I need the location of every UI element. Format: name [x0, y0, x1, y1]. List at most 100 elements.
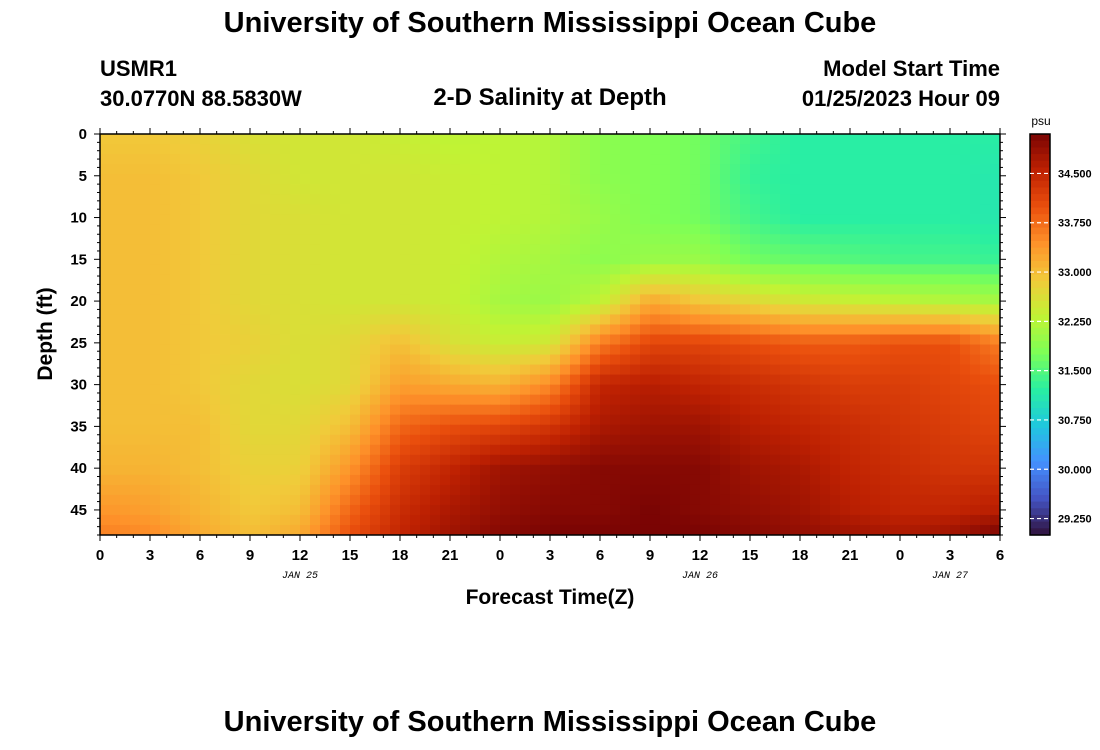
heatmap-cell [370, 254, 381, 265]
heatmap-cell [220, 454, 231, 466]
heatmap-cell [580, 194, 591, 205]
heatmap-cell [400, 514, 411, 526]
heatmap-cell [400, 174, 411, 185]
heatmap-cell [920, 204, 931, 215]
heatmap-cell [630, 354, 641, 366]
heatmap-cell [980, 284, 991, 295]
heatmap-cell [430, 274, 441, 285]
heatmap-cell [570, 254, 581, 265]
heatmap-cell [560, 264, 571, 275]
colorbar-segment [1030, 468, 1050, 476]
heatmap-cell [430, 354, 441, 366]
heatmap-cell [230, 374, 241, 386]
heatmap-cell [180, 164, 191, 175]
heatmap-cell [720, 394, 731, 406]
heatmap-cell [930, 234, 941, 245]
heatmap-cell [200, 344, 211, 356]
heatmap-cell [280, 464, 291, 476]
heatmap-cell [950, 244, 961, 255]
heatmap-cell [370, 424, 381, 436]
heatmap-cell [930, 354, 941, 366]
heatmap-cell [590, 464, 601, 476]
heatmap-cell [340, 364, 351, 376]
heatmap-cell [260, 204, 271, 215]
heatmap-cell [360, 414, 371, 426]
heatmap-cell [380, 254, 391, 265]
heatmap-cell [430, 364, 441, 376]
heatmap-cell [130, 304, 141, 316]
heatmap-cell [810, 404, 821, 416]
heatmap-cell [340, 274, 351, 285]
heatmap-cell [310, 194, 321, 205]
heatmap-cell [920, 454, 931, 466]
heatmap-cell [650, 214, 661, 225]
heatmap-cell [460, 524, 471, 535]
x-tick-label: 21 [842, 547, 859, 564]
heatmap-cell [870, 174, 881, 185]
heatmap-cell [590, 454, 601, 466]
heatmap-cell [960, 344, 971, 356]
heatmap-cell [310, 274, 321, 285]
heatmap-cell [870, 484, 881, 496]
heatmap-cell [550, 244, 561, 255]
heatmap-cell [600, 244, 611, 255]
heatmap-cell [950, 414, 961, 426]
heatmap-cell [180, 154, 191, 165]
heatmap-cell [280, 254, 291, 265]
heatmap-cell [640, 404, 651, 416]
heatmap-cell [170, 244, 181, 255]
heatmap-cell [570, 494, 581, 506]
heatmap-cell [560, 234, 571, 245]
heatmap-cell [580, 354, 591, 366]
heatmap-cell [730, 284, 741, 295]
heatmap-cell [510, 344, 521, 356]
heatmap-cell [860, 164, 871, 175]
heatmap-cell [630, 134, 641, 145]
heatmap-cell [670, 234, 681, 245]
heatmap-cell [840, 154, 851, 165]
heatmap-cell [550, 164, 561, 175]
heatmap-cell [380, 524, 391, 535]
heatmap-cell [900, 364, 911, 376]
heatmap-cell [340, 324, 351, 336]
heatmap-cell [750, 394, 761, 406]
heatmap-cell [200, 224, 211, 235]
heatmap-cell [610, 304, 621, 316]
heatmap-cell [610, 144, 621, 155]
heatmap-cell [260, 414, 271, 426]
heatmap-cell [310, 204, 321, 215]
heatmap-cell [690, 414, 701, 426]
heatmap-cell [420, 494, 431, 506]
heatmap-cell [610, 354, 621, 366]
heatmap-cell [790, 204, 801, 215]
heatmap-cell [830, 524, 841, 535]
heatmap-cell [620, 434, 631, 446]
heatmap-cell [810, 504, 821, 516]
heatmap-cell [310, 444, 321, 456]
heatmap-cell [550, 204, 561, 215]
x-tick-label: 6 [996, 547, 1004, 564]
heatmap-cell [440, 304, 451, 316]
heatmap-cell [630, 444, 641, 456]
heatmap-cell [950, 494, 961, 506]
heatmap-cell [170, 334, 181, 346]
heatmap-cell [250, 394, 261, 406]
heatmap-cell [510, 524, 521, 535]
heatmap-cell [410, 384, 421, 396]
heatmap-cell [160, 144, 171, 155]
heatmap-cell [350, 404, 361, 416]
heatmap-cell [920, 334, 931, 346]
heatmap-cell [880, 414, 891, 426]
heatmap-cell [250, 424, 261, 436]
heatmap-cell [290, 314, 301, 326]
heatmap-cell [290, 294, 301, 306]
heatmap-cell [270, 414, 281, 426]
heatmap-cell [810, 214, 821, 225]
heatmap-cell [200, 264, 211, 275]
heatmap-cell [900, 454, 911, 466]
heatmap-cell [760, 494, 771, 506]
heatmap-cell [720, 244, 731, 255]
heatmap-cell [810, 264, 821, 275]
heatmap-cell [510, 514, 521, 526]
heatmap-cell [650, 164, 661, 175]
